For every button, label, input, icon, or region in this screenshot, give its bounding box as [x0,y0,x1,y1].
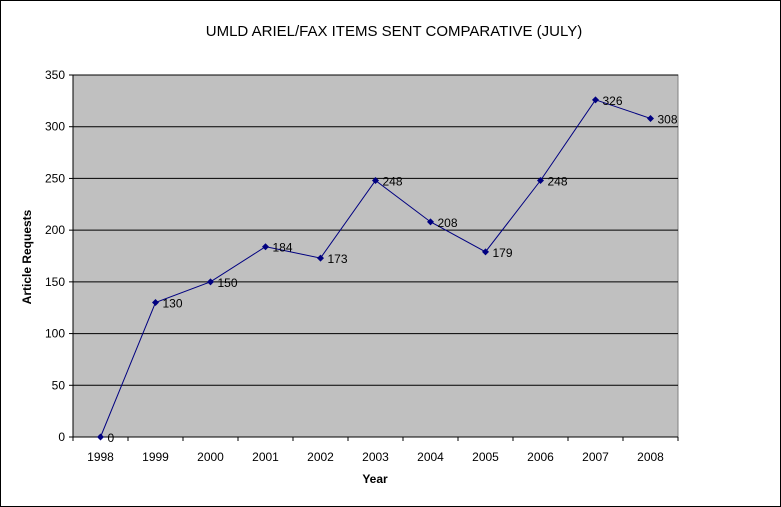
data-point [262,243,269,251]
x-tick-label: 2005 [472,450,499,464]
x-axis-ticks: 1998 1999 2000 2001 2002 2003 2004 2005 2006 2007… [72,437,679,464]
y-axis-title: Article Requests [20,209,34,304]
chart-title: UMLD ARIEL/FAX ITEMS SENT COMPARATIVE (J… [206,23,582,40]
data-label: 173 [328,252,348,266]
data-point [537,176,544,184]
x-tick-label: 1998 [87,450,114,464]
plot-area [72,74,679,438]
data-point [427,218,434,226]
y-tick-label: 250 [45,171,65,185]
data-label: 208 [438,216,458,230]
data-point [482,248,489,256]
data-label: 326 [603,94,623,108]
data-label: 179 [493,246,513,260]
x-tick-label: 2001 [252,450,279,464]
y-tick-label: 150 [45,275,65,289]
y-tick-label: 100 [45,327,65,341]
data-point [97,433,104,441]
data-label: 130 [163,297,183,311]
y-axis-ticks: 0 50 100 150 200 250 300 350 [45,68,73,444]
data-point [647,114,654,122]
x-tick-label: 2006 [527,450,554,464]
x-tick-label: 2003 [362,450,389,464]
data-point [207,278,214,286]
x-tick-label: 2000 [197,450,224,464]
y-tick-label: 0 [58,430,65,444]
data-label: 0 [108,431,115,445]
data-point [372,176,379,184]
data-label: 308 [658,112,678,126]
data-label: 184 [273,241,293,255]
series-layer: 0 130 150 184 173 248 208 179 248 326 308 [97,94,678,445]
x-tick-label: 2002 [307,450,334,464]
y-tick-label: 350 [45,68,65,82]
y-tick-label: 300 [45,120,65,134]
x-tick-label: 2004 [417,450,444,464]
x-tick-label: 2007 [582,450,609,464]
data-label: 150 [218,276,238,290]
data-point [592,96,599,104]
data-point [152,299,159,307]
data-point [317,254,324,262]
y-tick-label: 50 [52,378,66,392]
x-tick-label: 1999 [142,450,169,464]
data-label: 248 [548,174,568,188]
y-tick-label: 200 [45,223,65,237]
data-label: 248 [383,174,403,188]
x-tick-label: 2008 [637,450,664,464]
x-axis-title: Year [362,472,388,486]
